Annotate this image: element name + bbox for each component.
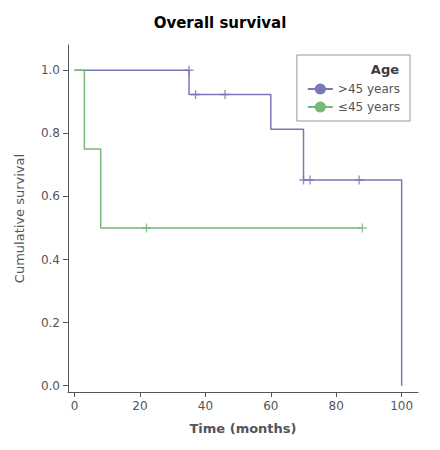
svg-text:0.6: 0.6 <box>41 189 60 203</box>
svg-text:Age: Age <box>371 62 399 77</box>
svg-text:40: 40 <box>198 399 213 413</box>
svg-text:Overall survival: Overall survival <box>154 14 287 32</box>
svg-text:1.0: 1.0 <box>41 63 60 77</box>
svg-text:≤45 years: ≤45 years <box>338 100 400 114</box>
svg-text:Cumulative survival: Cumulative survival <box>12 154 27 283</box>
svg-text:100: 100 <box>390 399 413 413</box>
svg-text:0: 0 <box>71 399 79 413</box>
svg-text:0.2: 0.2 <box>41 316 60 330</box>
svg-text:0.0: 0.0 <box>41 379 60 393</box>
svg-text:>45 years: >45 years <box>338 82 400 96</box>
svg-text:80: 80 <box>329 399 344 413</box>
svg-text:20: 20 <box>132 399 147 413</box>
svg-text:Time (months): Time (months) <box>189 421 296 436</box>
svg-text:0.8: 0.8 <box>41 126 60 140</box>
svg-text:60: 60 <box>263 399 278 413</box>
svg-text:0.4: 0.4 <box>41 253 60 267</box>
